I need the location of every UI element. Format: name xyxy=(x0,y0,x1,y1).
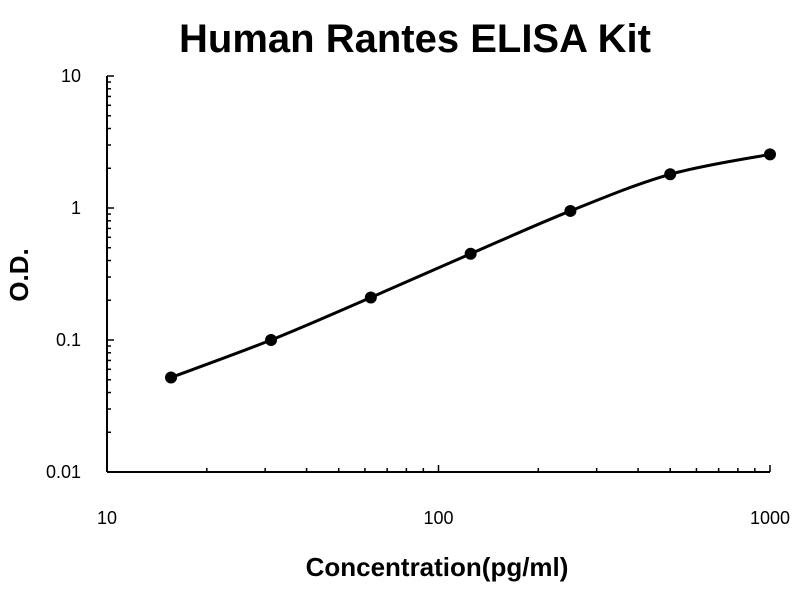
x-tick-label: 100 xyxy=(423,508,453,528)
y-tick-label: 10 xyxy=(61,66,81,86)
data-point xyxy=(564,204,577,217)
data-point xyxy=(165,371,178,384)
x-tick-label: 10 xyxy=(97,508,117,528)
data-point xyxy=(364,291,377,304)
ticks xyxy=(106,75,771,473)
x-axis-title: Concentration(pg/ml) xyxy=(306,552,569,582)
plot-area xyxy=(165,148,776,384)
y-axis-title: O.D. xyxy=(4,248,34,301)
data-point xyxy=(464,247,477,260)
chart-title: Human Rantes ELISA Kit xyxy=(179,17,651,61)
data-point xyxy=(764,148,776,161)
tick-labels: 0.01 0.1 1 10 10 100 1000 xyxy=(46,66,790,528)
y-tick-label: 0.1 xyxy=(56,330,81,350)
y-tick-label: 1 xyxy=(71,198,81,218)
y-tick-label: 0.01 xyxy=(46,462,81,482)
standard-curve-line xyxy=(170,152,771,379)
data-point xyxy=(664,168,677,181)
x-tick-label: 1000 xyxy=(750,508,790,528)
data-point xyxy=(265,334,278,346)
axes xyxy=(106,76,770,473)
